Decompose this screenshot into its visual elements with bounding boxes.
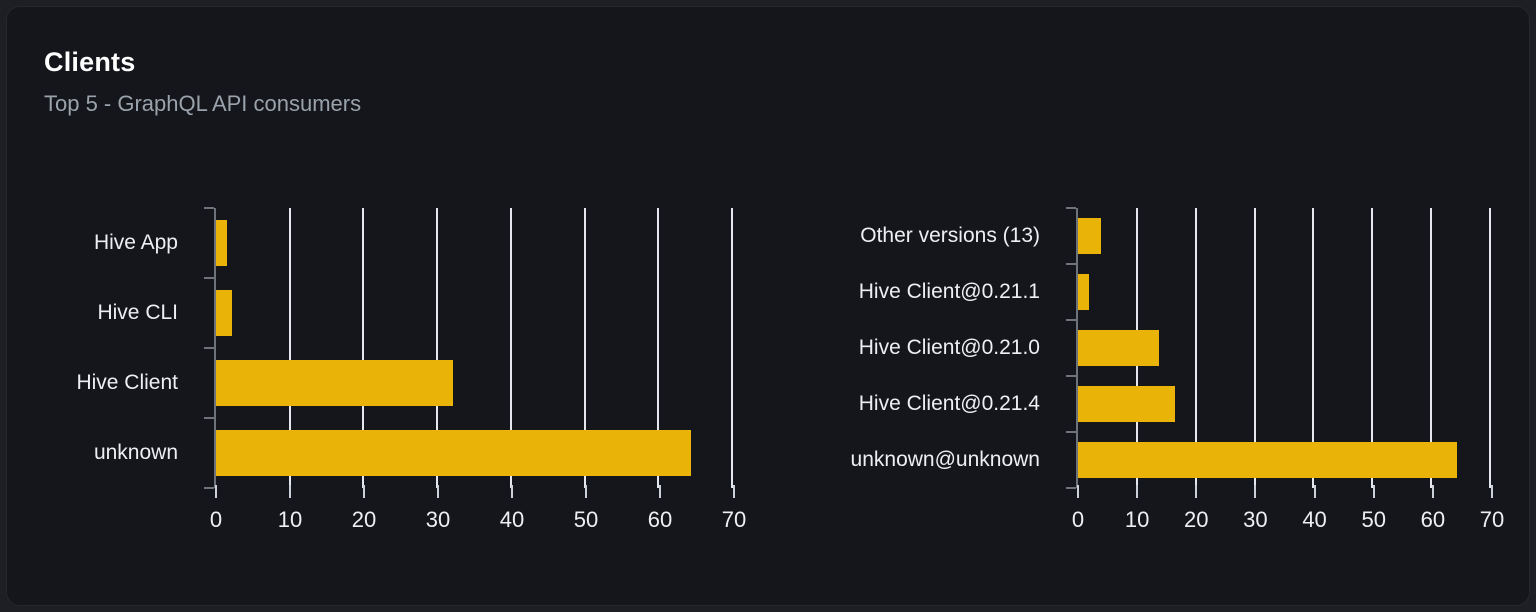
y-axis-tick: [1066, 487, 1076, 489]
card-header: Clients Top 5 - GraphQL API consumers: [7, 7, 1529, 117]
x-axis-tick-label: 40: [1302, 507, 1327, 532]
y-axis-tick: [204, 207, 214, 209]
bar[interactable]: [216, 359, 454, 407]
y-axis-tick: [204, 277, 214, 279]
gridline: [583, 208, 586, 488]
charts-row: Hive App Hive CLI Hive Client unknown 0 10 20…: [76, 207, 1504, 538]
y-axis-tick: [204, 417, 214, 419]
x-axis-tick-label: 50: [573, 507, 599, 532]
category-label: unknown@unknown: [850, 448, 1040, 471]
bar[interactable]: [216, 289, 233, 337]
clients-by-name-chart: Hive App Hive CLI Hive Client unknown 0 10 20…: [76, 207, 746, 538]
gridline: [1371, 208, 1374, 488]
gridline: [1253, 208, 1256, 488]
x-axis: 0 10 20 30 40 50 60 70: [1072, 485, 1504, 538]
x-axis-tick: [1254, 485, 1257, 498]
x-axis-tick: [1195, 485, 1198, 498]
card-title: Clients: [44, 47, 136, 77]
x-axis-tick: [659, 485, 661, 498]
category-label: Hive App: [93, 231, 178, 254]
gridline: [1489, 208, 1491, 488]
bar[interactable]: [1078, 217, 1101, 255]
gridline: [731, 208, 733, 488]
y-axis-tick: [204, 347, 214, 349]
category-label: Hive Client@0.21.1: [858, 280, 1040, 303]
x-axis-tick: [1491, 485, 1493, 498]
gridline: [1312, 208, 1315, 488]
x-axis-tick-label: 0: [209, 507, 223, 532]
x-axis-tick-label: 20: [1184, 507, 1209, 532]
x-axis-tick: [1313, 485, 1316, 498]
y-axis-tick: [1066, 319, 1076, 321]
x-axis-tick: [511, 485, 513, 498]
plot-area: [1066, 207, 1491, 489]
y-axis-tick: [1066, 263, 1076, 265]
bar[interactable]: [1078, 385, 1175, 423]
x-axis: 0 10 20 30 40 50 60 70: [210, 485, 746, 538]
x-axis-tick: [289, 485, 291, 498]
bar[interactable]: [1078, 273, 1090, 311]
gridline: [288, 208, 291, 488]
x-axis-tick: [1077, 485, 1079, 498]
gridline: [1194, 208, 1197, 488]
x-axis-tick: [585, 485, 587, 498]
clients-by-version-chart: Other versions (13) Hive Client@0.21.1 Hiv…: [846, 207, 1504, 538]
x-axis-tick-label: 0: [1071, 507, 1085, 532]
plot-area: [204, 207, 733, 489]
y-axis-tick: [1066, 375, 1076, 377]
gridline: [436, 208, 439, 488]
x-axis-tick-label: 20: [351, 507, 377, 532]
card-subtitle: Top 5 - GraphQL API consumers: [44, 91, 362, 116]
gridline: [362, 208, 365, 488]
x-axis-tick: [1136, 485, 1139, 498]
x-axis-tick-label: 40: [499, 507, 525, 532]
category-label: unknown: [93, 441, 178, 464]
y-axis-category-labels: Other versions (13) Hive Client@0.21.1 Hiv…: [846, 208, 1058, 488]
y-axis-tick: [1066, 207, 1076, 209]
category-label: Hive Client: [76, 371, 178, 394]
x-axis-tick: [437, 485, 439, 498]
x-axis-tick-label: 60: [647, 507, 673, 532]
category-label: Hive Client@0.21.4: [858, 392, 1040, 415]
gridline: [1430, 208, 1433, 488]
x-axis-tick: [1372, 485, 1375, 498]
x-axis-tick: [215, 485, 217, 498]
category-label: Other versions (13): [860, 224, 1040, 247]
x-axis-tick-label: 10: [277, 507, 303, 532]
bar[interactable]: [216, 429, 691, 477]
x-axis-tick-label: 60: [1420, 507, 1446, 532]
x-axis-tick: [363, 485, 365, 498]
gridline: [657, 208, 660, 488]
x-axis-tick: [1431, 485, 1434, 498]
y-axis-tick: [1066, 431, 1076, 433]
bar[interactable]: [1078, 329, 1159, 367]
y-axis-tick: [204, 487, 214, 489]
bar[interactable]: [216, 219, 228, 267]
x-axis-tick-label: 50: [1361, 507, 1386, 532]
gridline: [509, 208, 512, 488]
x-axis-tick: [733, 485, 735, 498]
category-label: Hive CLI: [97, 301, 178, 324]
x-axis-tick-label: 30: [1243, 507, 1268, 532]
bar[interactable]: [1078, 441, 1458, 479]
x-axis-tick-label: 30: [425, 507, 451, 532]
y-axis-category-labels: Hive App Hive CLI Hive Client unknown: [76, 208, 196, 488]
category-label: Hive Client@0.21.0: [858, 336, 1040, 359]
x-axis-tick-label: 70: [1479, 507, 1505, 532]
x-axis-tick-label: 70: [721, 507, 747, 532]
x-axis-tick-label: 10: [1124, 507, 1150, 532]
clients-card: Clients Top 5 - GraphQL API consumers Hi…: [6, 6, 1530, 606]
